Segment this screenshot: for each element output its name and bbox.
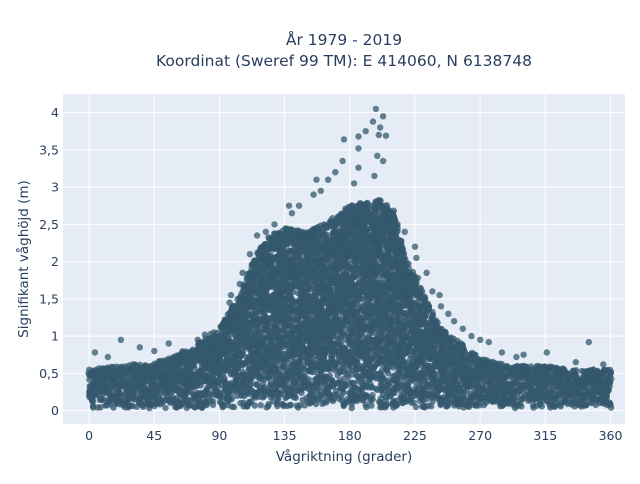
data-point — [368, 402, 374, 408]
data-point — [210, 402, 216, 408]
data-point — [252, 402, 258, 408]
data-point — [231, 404, 237, 410]
data-point — [293, 395, 299, 401]
data-point — [288, 402, 294, 408]
data-point — [258, 402, 264, 408]
data-point — [298, 390, 304, 396]
data-point — [162, 405, 168, 411]
data-point — [265, 403, 271, 409]
data-point — [369, 392, 375, 398]
